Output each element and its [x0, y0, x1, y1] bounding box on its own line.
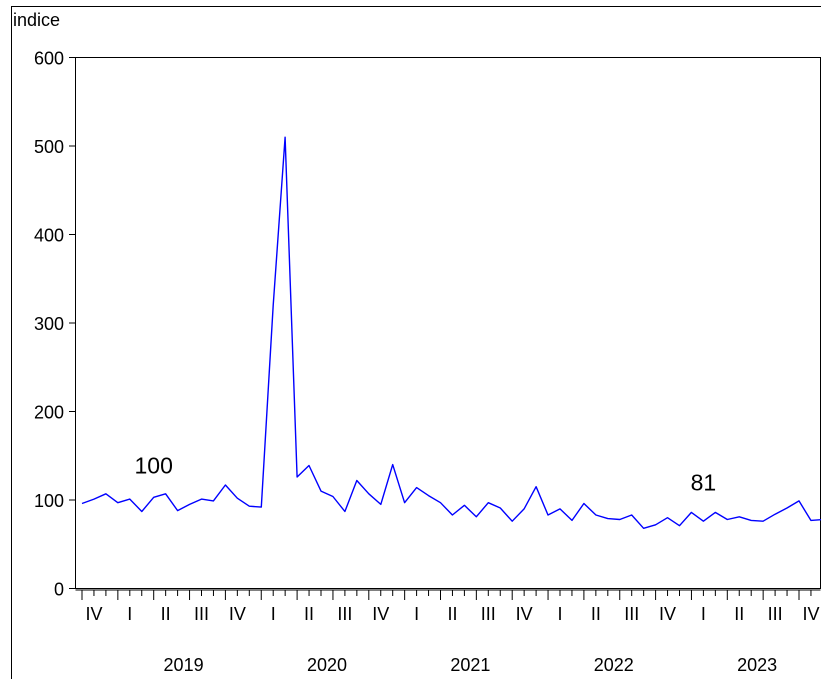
quarter-label: I — [127, 604, 132, 624]
year-label: 2020 — [307, 655, 347, 675]
year-label: 2022 — [594, 655, 634, 675]
quarter-label: III — [337, 604, 352, 624]
quarter-label: II — [734, 604, 744, 624]
quarter-label: I — [271, 604, 276, 624]
quarter-label: III — [481, 604, 496, 624]
year-label: 2023 — [737, 655, 777, 675]
quarter-label: III — [194, 604, 209, 624]
quarter-label: I — [557, 604, 562, 624]
quarter-label: IV — [516, 604, 533, 624]
quarter-label: I — [414, 604, 419, 624]
y-tick-label: 0 — [54, 580, 64, 600]
y-axis-label: indice — [13, 10, 60, 30]
y-tick-label: 400 — [34, 226, 64, 246]
annotations: 100 81 — [135, 452, 717, 495]
quarter-label: II — [304, 604, 314, 624]
quarter-label: III — [624, 604, 639, 624]
year-label: 2019 — [164, 655, 204, 675]
y-tick-label: 300 — [34, 314, 64, 334]
year-label: 2021 — [450, 655, 490, 675]
quarter-label: III — [768, 604, 783, 624]
quarter-label: I — [701, 604, 706, 624]
y-axis: 0 100 200 300 400 500 600 — [34, 49, 76, 600]
x-axis: IV I II III IV I II III IV I II III IV I II III IV I II III… — [75, 589, 821, 675]
y-tick-label: 500 — [34, 137, 64, 157]
quarter-label: II — [591, 604, 601, 624]
quarter-label: IV — [229, 604, 246, 624]
quarter-label: IV — [372, 604, 389, 624]
series-line — [81, 136, 821, 529]
data-annotation: 81 — [691, 469, 717, 495]
quarter-label: IV — [802, 604, 819, 624]
quarter-label: IV — [659, 604, 676, 624]
quarter-label: II — [161, 604, 171, 624]
y-tick-label: 600 — [34, 49, 64, 69]
quarter-label: II — [447, 604, 457, 624]
series-group — [81, 136, 821, 529]
quarter-label: IV — [85, 604, 102, 624]
y-tick-label: 100 — [34, 491, 64, 511]
y-tick-label: 200 — [34, 403, 64, 423]
data-annotation: 100 — [135, 452, 173, 478]
